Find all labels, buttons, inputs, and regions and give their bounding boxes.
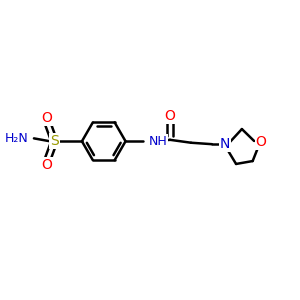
Text: S: S: [50, 134, 59, 148]
Text: O: O: [42, 158, 52, 172]
Text: NH: NH: [148, 135, 167, 148]
Text: O: O: [42, 111, 52, 125]
Text: N: N: [220, 137, 230, 151]
Text: H₂N: H₂N: [5, 132, 29, 145]
Text: O: O: [165, 109, 176, 123]
Text: O: O: [256, 135, 266, 149]
